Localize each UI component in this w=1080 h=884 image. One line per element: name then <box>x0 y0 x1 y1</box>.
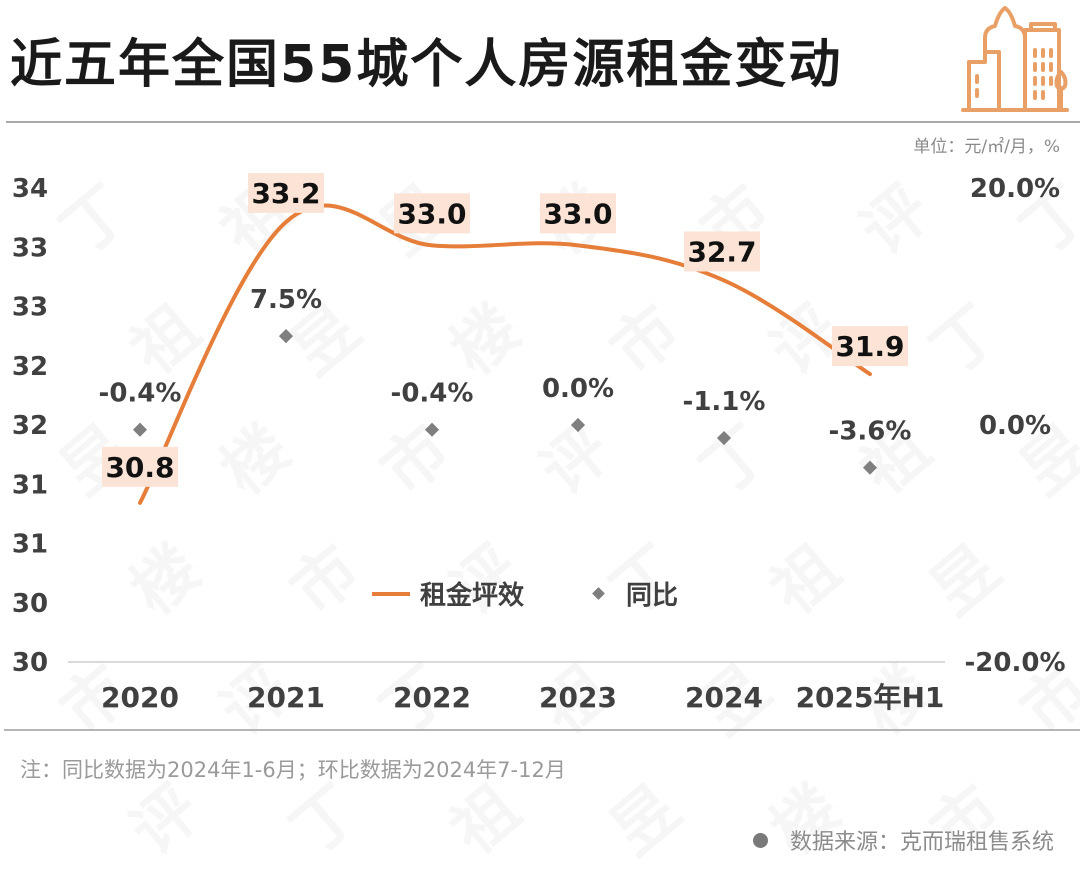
x-axis-tick-label: 2022 <box>393 681 471 714</box>
rent-chart: 30 30 31 31 32 32 33 33 34 -20.0% 0.0% 20.0% 2020 202… <box>12 172 1066 714</box>
yoy-data-label: 7.5% <box>250 285 322 315</box>
left-axis-tick-label: 30 <box>12 589 48 619</box>
x-axis-tick-label: 2023 <box>539 681 617 714</box>
rent-label-box <box>102 446 178 487</box>
left-axis-tick-label: 32 <box>12 411 48 441</box>
rent-label-text: 31.9 <box>835 330 904 363</box>
rent-label-text: 33.0 <box>397 197 466 230</box>
footnote: 注：同比数据为2024年1-6月；环比数据为2024年7-12月 <box>20 758 566 782</box>
right-axis-tick-label: -20.0% <box>965 648 1066 678</box>
rent-line-series <box>138 203 872 505</box>
rent-label-text: 33.0 <box>543 197 612 230</box>
yoy-point <box>570 417 586 433</box>
rent-label-text: 33.2 <box>251 177 320 210</box>
yoy-point <box>278 329 294 344</box>
right-axis-tick-label: 20.0% <box>970 174 1060 204</box>
left-axis-tick-label: 31 <box>12 530 48 560</box>
yoy-point <box>424 422 440 437</box>
rent-label-box <box>248 172 324 213</box>
x-axis-tick-label: 2020 <box>101 681 179 714</box>
rent-data-label: 32.7 <box>684 231 760 272</box>
left-axis-tick-label: 31 <box>12 470 48 500</box>
x-axis-tick-label: 2025年H1 <box>796 681 945 714</box>
data-source-text: 数据来源：克而瑞租售系统 <box>789 830 1054 855</box>
rent-data-label: 30.8 <box>102 446 178 487</box>
rent-label-text: 30.8 <box>105 451 174 484</box>
yoy-point <box>716 430 732 446</box>
unit-label: 单位：元/㎡/月，% <box>913 137 1060 157</box>
rent-label-box <box>832 326 908 367</box>
x-axis-tick-label: 2024 <box>685 681 763 714</box>
yoy-point <box>132 422 148 437</box>
yoy-data-label: 0.0% <box>542 374 614 404</box>
rent-data-label: 33.0 <box>394 193 470 234</box>
yoy-data-label: -0.4% <box>99 379 182 409</box>
rent-data-label: 31.9 <box>832 326 908 367</box>
rent-label-box <box>394 193 470 234</box>
left-axis-tick-label: 33 <box>12 233 48 263</box>
rent-data-label: 33.0 <box>540 193 616 234</box>
left-axis-tick-label: 32 <box>12 352 48 382</box>
yoy-data-label: -1.1% <box>683 387 766 417</box>
footer-divider <box>4 729 1080 731</box>
city-buildings-icon <box>961 6 1069 112</box>
x-axis-tick-label: 2021 <box>247 681 325 714</box>
data-source: 数据来源：克而瑞租售系统 <box>752 824 1054 856</box>
yoy-point <box>862 460 878 475</box>
watermark-char: 评 <box>1068 760 1080 872</box>
rent-label-text: 32.7 <box>687 235 756 268</box>
yoy-data-label: -3.6% <box>829 417 912 447</box>
left-axis-tick-label: 33 <box>12 293 48 323</box>
rent-label-box <box>540 193 616 234</box>
bullet-icon <box>752 832 768 848</box>
page-title: 近五年全国55城个人房源租金变动 <box>10 35 843 95</box>
yoy-data-label: -0.4% <box>391 379 474 409</box>
rent-label-box <box>684 231 760 272</box>
header-divider <box>6 121 1080 123</box>
legend-diamond-swatch <box>592 587 605 600</box>
watermark-char: 昱 <box>588 760 696 872</box>
rent-data-label: 33.2 <box>248 172 324 213</box>
right-axis-tick-label: 0.0% <box>979 411 1051 441</box>
left-axis-tick-label: 30 <box>12 648 48 678</box>
legend-label-yoy: 同比 <box>626 581 678 611</box>
left-axis-tick-label: 34 <box>12 174 48 204</box>
legend-label-rent: 租金坪效 <box>420 580 524 611</box>
